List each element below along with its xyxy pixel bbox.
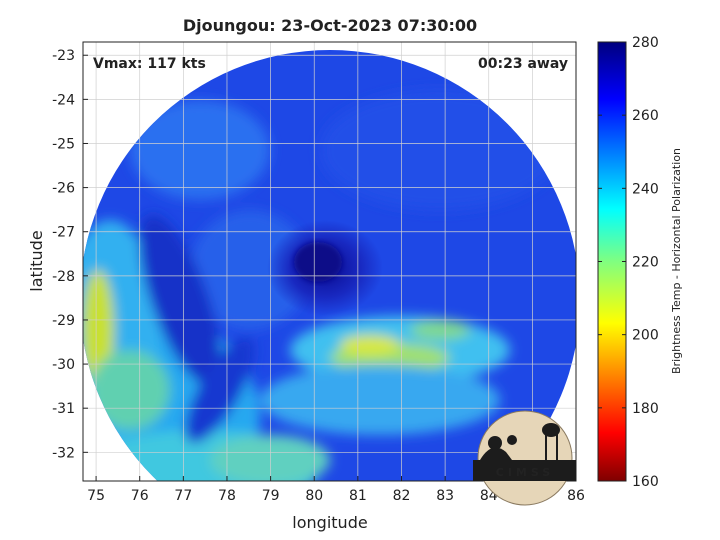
x-tick-label: 81 [349, 488, 367, 504]
x-tick-label: 76 [131, 488, 149, 504]
colorbar-tick-label: 240 [632, 181, 659, 197]
y-tick-label: -29 [52, 313, 75, 329]
x-tick-label: 83 [436, 488, 454, 504]
y-tick-label: -23 [52, 48, 75, 64]
colorbar-tick-label: 280 [632, 35, 659, 51]
y-tick-label: -30 [52, 357, 75, 373]
time-away-annotation: 00:23 away [478, 56, 568, 72]
y-tick-label: -28 [52, 269, 75, 285]
chart-title: Djoungou: 23-Oct-2023 07:30:00 [183, 16, 477, 35]
axes-frame [82, 41, 577, 482]
colorbar-tick-label: 260 [632, 108, 659, 124]
x-axis: 757677787980818283848586 [87, 476, 585, 504]
colorbar-tick-label: 220 [632, 255, 659, 271]
y-tick-label: -24 [52, 92, 75, 108]
y-axis: -23 -24 -25 -26 -27 -28 -29 -30 -31 -32 [52, 48, 88, 461]
x-tick-label: 79 [262, 488, 280, 504]
x-tick-label: 75 [87, 488, 105, 504]
y-tick-label: -26 [52, 181, 75, 197]
cimss-logo: CIMSS [473, 410, 576, 506]
colorbar-tick-label: 160 [632, 474, 659, 490]
x-axis-label: longitude [292, 513, 367, 532]
vmax-annotation: Vmax: 117 kts [93, 56, 206, 72]
y-tick-label: -31 [52, 401, 75, 417]
colorbar-label: Brightness Temp - Horizontal Polarizatio… [670, 148, 683, 374]
y-tick-label: -32 [52, 445, 75, 461]
x-tick-label: 80 [305, 488, 323, 504]
colorbar [597, 41, 627, 482]
logo-text: CIMSS [496, 466, 554, 479]
x-tick-label: 78 [218, 488, 236, 504]
colorbar-ticks: 160 180 200 220 240 260 280 [598, 35, 659, 490]
colorbar-tick-label: 200 [632, 328, 659, 344]
x-tick-label: 82 [393, 488, 411, 504]
y-tick-label: -25 [52, 136, 75, 152]
y-tick-label: -27 [52, 225, 75, 241]
x-tick-label: 77 [174, 488, 192, 504]
y-axis-label: latitude [27, 230, 46, 291]
x-tick-label: 86 [567, 488, 585, 504]
swath-image [83, 50, 576, 481]
colorbar-tick-label: 180 [632, 401, 659, 417]
